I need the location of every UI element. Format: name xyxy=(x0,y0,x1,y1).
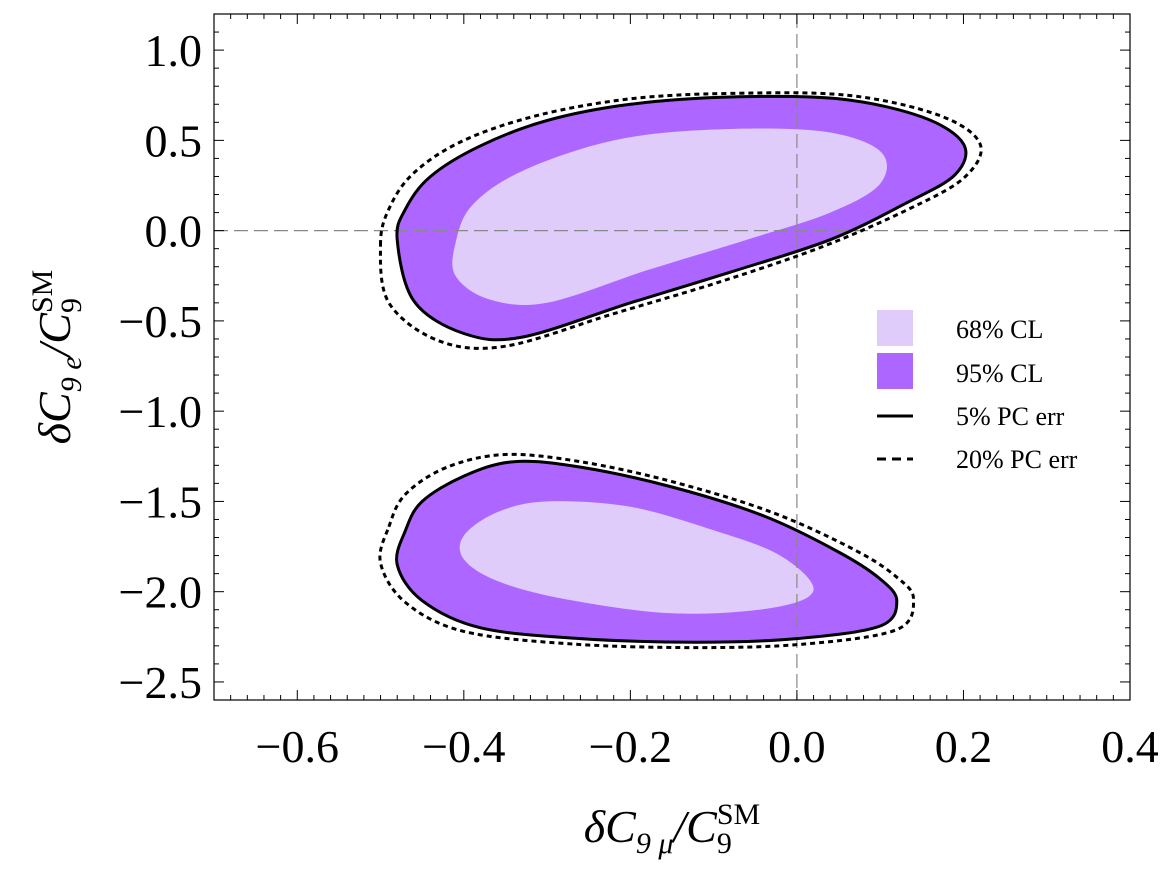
reference-lines xyxy=(214,14,1130,700)
y-tick-label: 0.0 xyxy=(145,206,203,257)
x-label-main: δC xyxy=(584,801,637,852)
y-axis-label: δC9 e/C9SM xyxy=(26,270,88,445)
y-tick-label: −2.5 xyxy=(119,657,202,708)
y-tick-label: 0.5 xyxy=(145,115,203,166)
legend-label-20pc: 20% PC err xyxy=(956,445,1078,474)
contour-lower-5pc xyxy=(395,459,899,644)
y-label-sup: SM xyxy=(26,270,59,313)
x-label-slash: /C xyxy=(670,801,718,852)
x-tick-label: −0.4 xyxy=(422,721,505,772)
y-label-sub: 9 e xyxy=(55,356,88,392)
legend-label-5pc: 5% PC err xyxy=(956,402,1065,431)
legend-label-95: 95% CL xyxy=(956,359,1043,388)
contour-upper-5pc xyxy=(395,94,968,342)
y-label-slash: /C xyxy=(29,312,80,360)
x-tick-label: 0.4 xyxy=(1101,721,1159,772)
y-label-sub2: 9 xyxy=(55,298,88,313)
x-tick-label: −0.2 xyxy=(589,721,672,772)
legend-swatch-68 xyxy=(877,310,913,346)
error-contours xyxy=(378,91,983,650)
x-axis-label: δC9 μ/C9SM xyxy=(584,798,760,860)
axis-ticks xyxy=(213,13,1131,701)
y-tick-label: 1.0 xyxy=(145,25,203,76)
x-tick-label: −0.6 xyxy=(256,721,339,772)
legend-swatch-95 xyxy=(877,353,913,389)
confidence-regions xyxy=(396,96,966,643)
contour-lower-20pc xyxy=(378,452,916,650)
x-tick-label: 0.2 xyxy=(935,721,993,772)
region-upper-68cl xyxy=(452,128,887,306)
legend-label-68: 68% CL xyxy=(956,315,1043,344)
x-label-sup: SM xyxy=(717,798,760,831)
legend: 68% CL 95% CL 5% PC err 20% PC err xyxy=(877,310,1078,474)
x-tick-labels: −0.6 −0.4 −0.2 0.0 0.2 0.4 xyxy=(256,721,1159,772)
x-label-sub2: 9 xyxy=(717,827,732,860)
y-tick-label: −1.5 xyxy=(119,476,202,527)
y-tick-label: −2.0 xyxy=(119,567,202,618)
y-tick-labels: 1.0 0.5 0.0 −0.5 −1.0 −1.5 −2.0 −2.5 xyxy=(119,25,202,708)
y-label-main: δC xyxy=(29,391,80,444)
x-tick-label: 0.0 xyxy=(768,721,826,772)
region-lower-68cl xyxy=(459,501,814,614)
x-label-sub: 9 μ xyxy=(636,827,674,860)
y-tick-label: −0.5 xyxy=(119,296,202,347)
contour-upper-20pc xyxy=(378,91,983,350)
y-tick-label: −1.0 xyxy=(119,386,202,437)
